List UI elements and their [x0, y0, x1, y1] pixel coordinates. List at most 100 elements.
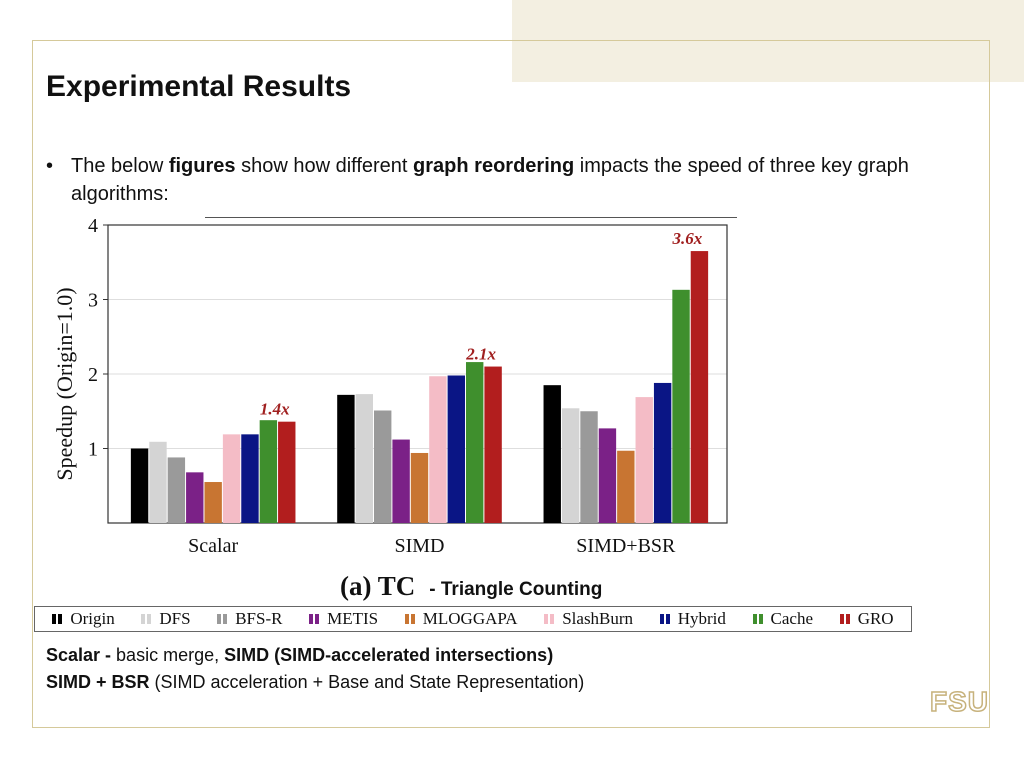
legend-swatch — [550, 614, 555, 624]
bar-gro-simd-bsr — [690, 251, 709, 523]
legend-label: GRO — [857, 609, 894, 628]
slide-frame — [32, 40, 990, 728]
legend-swatch — [544, 614, 549, 624]
slide-title: Experimental Results — [46, 70, 352, 103]
bullet-text: The below figures show how different gra… — [71, 152, 941, 208]
bar-cache-simd-bsr — [672, 289, 690, 523]
legend-item-origin: Origin — [52, 609, 115, 629]
bar-bfs-r-simd-bsr — [580, 411, 598, 523]
notes-simd-bold: SIMD (SIMD-accelerated intersections) — [224, 645, 554, 665]
chart-subtitle-suffix: - Triangle Counting — [429, 579, 602, 600]
bar-mloggapa-simd-bsr — [617, 450, 635, 523]
y-axis-label: Speedup (Origin=1.0) — [52, 287, 77, 480]
notes-scalar-text: basic merge, — [111, 645, 225, 665]
notes-bsr-bold: SIMD + BSR — [46, 672, 150, 692]
bar-slashburn-scalar — [222, 434, 241, 523]
legend-label: DFS — [159, 609, 191, 628]
speedup-annotation: 2.1x — [465, 345, 496, 364]
legend-item-dfs: DFS — [141, 609, 191, 629]
legend-swatch — [410, 614, 415, 624]
bar-dfs-simd-bsr — [561, 408, 580, 523]
legend-swatch — [665, 614, 670, 624]
speedup-annotation: 3.6x — [672, 229, 703, 248]
legend-item-bfs-r: BFS-R — [217, 609, 282, 629]
bar-gro-simd — [484, 366, 502, 523]
chart-top-rule — [205, 217, 737, 218]
plot-layer: 1 2 3 4 Speedup (Origin=1.0) Scalar 1.4x SIMD 2.… — [52, 215, 728, 557]
notes: Scalar - basic merge, SIMD (SIMD-acceler… — [46, 642, 584, 696]
legend-swatch — [845, 614, 850, 624]
notes-line-2: SIMD + BSR (SIMD acceleration + Base and… — [46, 669, 584, 696]
chart-legend: Origin DFS BFS-R METIS MLOGGAPA SlashBurn Hybr… — [34, 606, 912, 632]
bar-hybrid-simd-bsr — [653, 382, 672, 523]
bar-slashburn-simd-bsr — [635, 397, 653, 523]
y-tick-label: 4 — [88, 215, 98, 237]
legend-label: Hybrid — [677, 609, 726, 628]
legend-swatch — [839, 614, 844, 624]
bar-mloggapa-simd — [410, 452, 429, 523]
legend-label: MLOGGAPA — [422, 609, 518, 628]
legend-label: METIS — [327, 609, 379, 628]
legend-item-cache: Cache — [752, 609, 814, 629]
legend-label: Origin — [70, 609, 115, 628]
bullet-bold-figures: figures — [168, 155, 236, 177]
y-tick-label: 3 — [88, 290, 98, 312]
legend-label: SlashBurn — [562, 609, 634, 628]
legend-swatch — [58, 614, 63, 624]
legend-item-hybrid: Hybrid — [659, 609, 726, 629]
top-decorative-band — [512, 0, 1024, 82]
speedup-annotation: 1.4x — [260, 400, 290, 419]
bar-origin-scalar — [130, 448, 149, 523]
notes-bsr-text: (SIMD acceleration + Base and State Repr… — [149, 672, 585, 692]
legend-swatch — [752, 614, 757, 624]
legend-swatch — [659, 614, 664, 624]
legend-label: BFS-R — [235, 609, 283, 628]
bar-slashburn-simd — [429, 376, 447, 523]
bullet-text-3: impacts the speed of three key graph alg… — [71, 155, 909, 205]
notes-line-1: Scalar - basic merge, SIMD (SIMD-acceler… — [46, 642, 584, 669]
bar-bfs-r-scalar — [167, 457, 186, 523]
bar-cache-scalar — [259, 420, 278, 523]
legend-swatch — [404, 614, 409, 624]
bar-origin-simd-bsr — [543, 385, 561, 523]
speedup-bar-chart: 1 2 3 4 Speedup (Origin=1.0) Scalar 1.4x SIMD 2.… — [52, 215, 728, 601]
bar-metis-simd — [392, 439, 410, 523]
legend-swatch — [758, 614, 763, 624]
bullet-text-1: The below — [71, 155, 169, 177]
x-category-label: Scalar — [188, 535, 238, 557]
notes-scalar-bold: Scalar - — [46, 645, 112, 665]
legend-swatch — [147, 614, 152, 624]
bullet-text-2: show how different — [235, 155, 414, 177]
y-tick-label: 1 — [88, 439, 98, 461]
legend-swatch — [217, 614, 222, 624]
bar-gro-scalar — [278, 421, 296, 523]
bar-mloggapa-scalar — [204, 482, 222, 523]
bar-cache-simd — [466, 362, 484, 523]
bar-metis-simd-bsr — [598, 428, 617, 523]
legend-swatch — [309, 614, 314, 624]
bar-dfs-scalar — [149, 441, 167, 523]
bar-origin-simd — [337, 394, 355, 523]
legend-swatch — [52, 614, 57, 624]
legend-item-metis: METIS — [309, 609, 378, 629]
bar-bfs-r-simd — [374, 410, 392, 523]
y-tick-label: 2 — [88, 364, 98, 386]
bar-hybrid-simd — [447, 375, 465, 523]
x-category-label: SIMD+BSR — [576, 535, 676, 557]
legend-item-slashburn: SlashBurn — [544, 609, 633, 629]
bar-dfs-simd — [355, 394, 373, 523]
legend-item-mloggapa: MLOGGAPA — [404, 609, 518, 629]
legend-swatch — [315, 614, 320, 624]
x-category-label: SIMD — [394, 535, 444, 557]
bullet-marker: • — [46, 155, 54, 177]
legend-item-gro: GRO — [839, 609, 894, 629]
chart-subtitle-label: (a) TC — [340, 571, 415, 601]
bullet-bold-graph-reordering: graph reordering — [413, 155, 575, 177]
legend-label: Cache — [770, 609, 814, 628]
bar-metis-scalar — [186, 472, 204, 523]
chart-subtitle: (a) TC - Triangle Counting — [340, 571, 602, 601]
fsu-logo: FSU — [929, 685, 989, 718]
legend-swatch — [141, 614, 146, 624]
legend-swatch — [223, 614, 228, 624]
bar-hybrid-scalar — [241, 434, 259, 523]
